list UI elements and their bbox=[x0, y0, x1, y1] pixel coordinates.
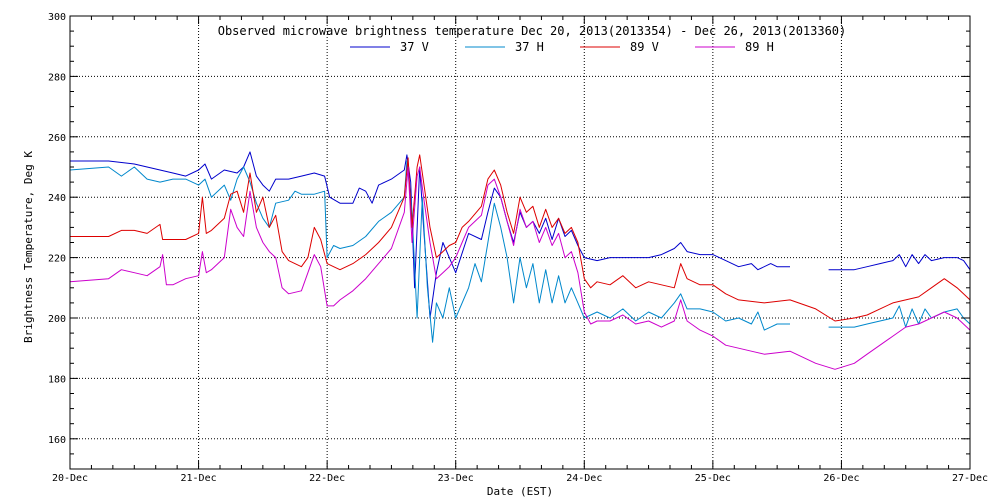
series-lines bbox=[69, 151, 971, 370]
legend-label-89-v: 89 V bbox=[630, 40, 659, 54]
y-tick-label: 180 bbox=[48, 374, 66, 385]
x-tick-label: 25-Dec bbox=[695, 473, 731, 484]
series-line-37-h bbox=[69, 160, 790, 343]
series-line-89-v bbox=[70, 154, 971, 322]
legend-label-89-h: 89 H bbox=[745, 40, 774, 54]
series-line-37-h bbox=[828, 305, 971, 328]
y-tick-label: 160 bbox=[48, 435, 66, 446]
x-tick-label: 22-Dec bbox=[309, 473, 345, 484]
legend-label-37-v: 37 V bbox=[400, 40, 429, 54]
y-tick-label: 260 bbox=[48, 133, 66, 144]
x-tick-label: 20-Dec bbox=[52, 473, 88, 484]
chart-title: Observed microwave brightness temperatur… bbox=[218, 24, 847, 38]
y-tick-label: 280 bbox=[48, 72, 66, 83]
x-tick-label: 21-Dec bbox=[181, 473, 217, 484]
y-axis-title: Brightness Temperature, Deg K bbox=[22, 151, 35, 343]
y-tick-label: 300 bbox=[48, 12, 66, 23]
x-tick-label: 24-Dec bbox=[566, 473, 602, 484]
y-tick-label: 220 bbox=[48, 254, 66, 265]
axis-ticks bbox=[69, 15, 971, 470]
x-axis-title: Date (EST) bbox=[487, 485, 553, 498]
series-line-37-v bbox=[70, 151, 790, 319]
legend-label-37-h: 37 H bbox=[515, 40, 544, 54]
series-line-37-v bbox=[828, 254, 971, 271]
axis-tick-labels: 20-Dec 21-Dec 22-Dec 23-Dec 24-Dec 25-Dec 26-D… bbox=[48, 12, 988, 484]
y-tick-label: 200 bbox=[48, 314, 66, 325]
x-tick-label: 27-Dec bbox=[952, 473, 988, 484]
x-tick-label: 26-Dec bbox=[823, 473, 859, 484]
series-line-89-h bbox=[69, 166, 971, 370]
y-tick-label: 240 bbox=[48, 193, 66, 204]
x-tick-label: 23-Dec bbox=[438, 473, 474, 484]
legend: 37 V 37 H 89 V 89 H bbox=[350, 40, 774, 54]
